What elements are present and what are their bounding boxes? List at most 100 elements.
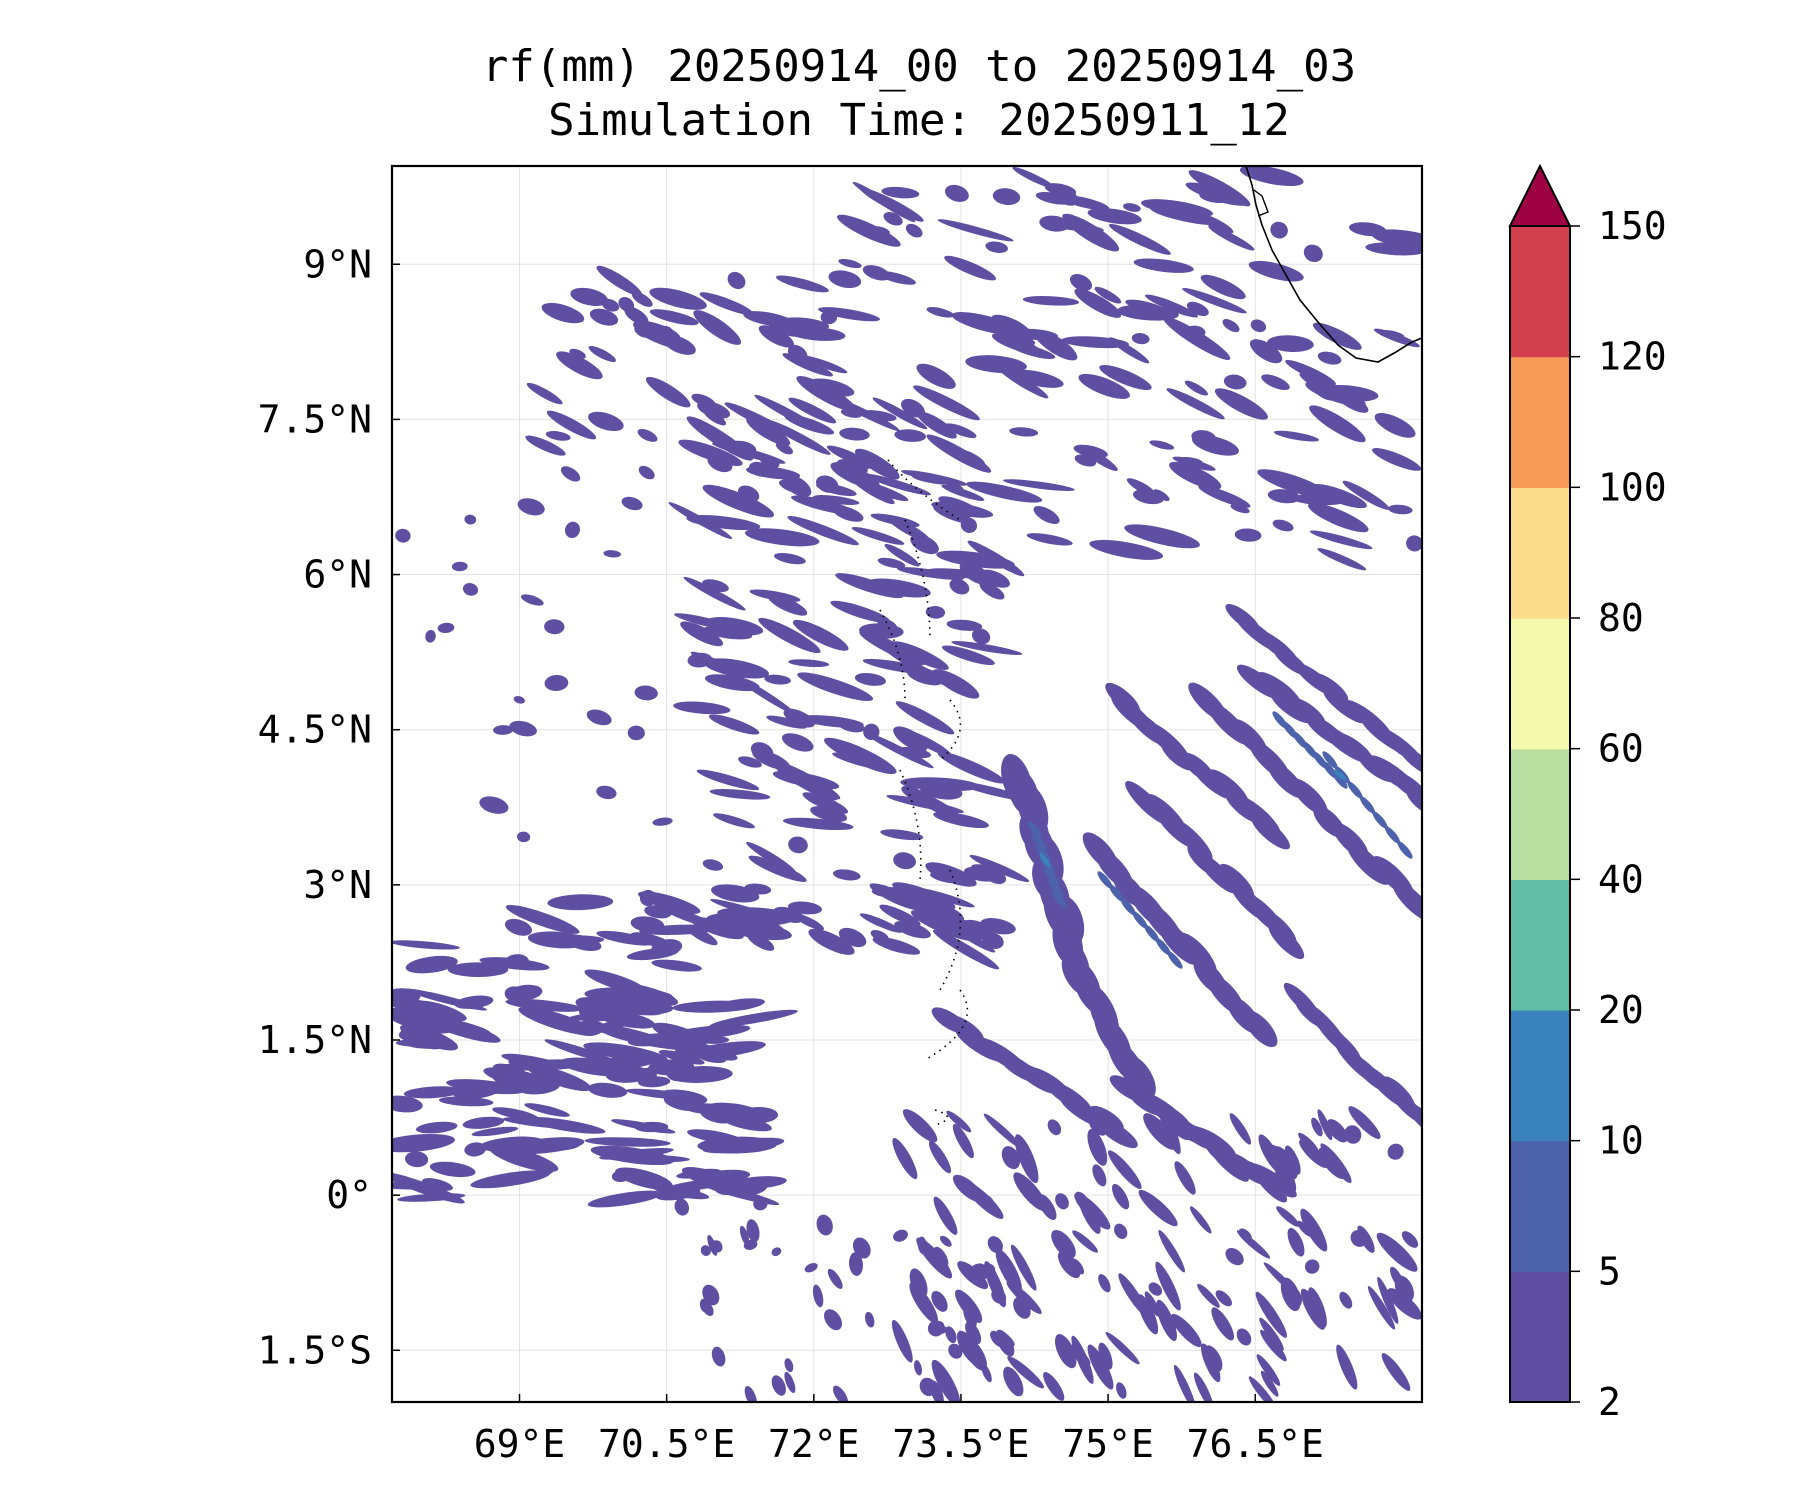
rain-cell <box>624 306 649 325</box>
rain-cell <box>545 431 571 441</box>
rain-cell <box>1189 1206 1212 1234</box>
rain-cell <box>583 1042 668 1063</box>
rain-cell <box>836 718 865 733</box>
rain-cell <box>729 672 796 715</box>
rain-cell <box>1406 788 1422 819</box>
rain-cell <box>527 931 589 949</box>
rain-cell <box>1056 189 1079 206</box>
colorbar-segment <box>1510 748 1570 880</box>
rain-cell <box>392 940 460 950</box>
rain-cell <box>446 1079 526 1095</box>
rain-cell <box>1138 1189 1178 1227</box>
rain-cell <box>1332 771 1348 789</box>
rain-cell <box>1044 867 1060 886</box>
rain-cell <box>1087 1344 1114 1390</box>
rain-cell <box>1311 1117 1323 1137</box>
rain-cell <box>926 307 955 318</box>
rain-cell <box>1394 1275 1414 1303</box>
rain-cell <box>1174 1161 1196 1195</box>
rain-cell <box>711 1240 723 1253</box>
rain-cell <box>1373 328 1420 348</box>
rain-cell <box>901 470 968 486</box>
rain-cell <box>991 333 1041 354</box>
rain-cell <box>1261 374 1290 391</box>
rain-cell <box>1204 1345 1223 1372</box>
rain-cell <box>700 1245 711 1257</box>
rain-cell <box>816 483 857 497</box>
rain-cell <box>995 1248 1022 1293</box>
rain-cell <box>824 737 897 775</box>
rain-cell <box>1234 528 1262 542</box>
colorbar-segment <box>1510 879 1570 1011</box>
rain-cell <box>1223 374 1247 390</box>
rain-cell <box>596 265 643 297</box>
rain-cell <box>505 904 580 934</box>
rain-cell <box>471 1126 519 1137</box>
rain-cell <box>1387 1288 1422 1320</box>
rain-cell <box>1248 260 1304 282</box>
rain-cell <box>754 426 786 437</box>
rain-cell <box>462 583 479 596</box>
rain-cell <box>479 796 509 814</box>
rain-cell <box>965 355 1027 374</box>
rain-cell <box>1092 1164 1107 1187</box>
rain-cell <box>1317 1109 1333 1141</box>
rain-cell <box>910 534 939 555</box>
rain-cell <box>863 723 880 740</box>
rain-cell <box>392 1133 455 1153</box>
rain-cell <box>726 440 757 457</box>
rain-cell <box>544 674 569 692</box>
rain-cell <box>839 427 870 441</box>
rain-cell <box>1314 384 1339 401</box>
rain-cell <box>1230 503 1250 514</box>
rain-cell <box>1039 852 1051 868</box>
rain-cell <box>950 925 996 953</box>
rain-cell <box>697 401 731 419</box>
rain-cell <box>758 617 821 654</box>
rain-cell <box>830 600 891 624</box>
rain-cell <box>802 792 849 814</box>
rain-cell <box>696 918 739 939</box>
rain-cell <box>544 619 565 635</box>
rain-cell <box>492 1107 539 1121</box>
rain-cell <box>1256 1354 1281 1386</box>
rain-cell <box>901 398 925 418</box>
rain-cell <box>917 1236 928 1255</box>
rain-cell <box>948 1343 963 1359</box>
rain-cell <box>1011 369 1064 388</box>
rain-cell <box>1051 1229 1076 1259</box>
rain-cell <box>1388 504 1413 515</box>
rain-cell <box>1031 832 1047 851</box>
rain-cell <box>1033 505 1060 525</box>
rain-cell <box>627 1033 676 1047</box>
rain-cell <box>504 918 533 936</box>
rain-cell <box>1248 1376 1278 1402</box>
rain-cell <box>676 1168 722 1179</box>
rain-cell <box>1048 879 1064 898</box>
rain-cell <box>1001 1146 1021 1170</box>
rain-cell <box>928 1140 952 1174</box>
rain-cell <box>659 1089 708 1105</box>
rain-cell <box>1072 1230 1098 1253</box>
rain-cell <box>900 777 980 792</box>
rain-cell <box>493 725 514 735</box>
rain-cell <box>925 862 977 887</box>
rain-cell <box>783 817 854 831</box>
rain-cell <box>652 817 673 826</box>
rain-cell <box>1249 339 1283 364</box>
rain-cell <box>709 789 771 800</box>
rain-cell <box>945 1326 957 1344</box>
rain-cell <box>652 1185 710 1200</box>
rain-cell <box>951 641 1023 655</box>
rain-cell <box>877 557 906 569</box>
rain-cell <box>1087 208 1142 225</box>
lon-tick-label: 72°E <box>768 1422 860 1466</box>
rain-cell <box>1156 1299 1177 1342</box>
rain-cell <box>826 445 875 469</box>
rain-cell <box>759 454 780 469</box>
colorbar-label: 60 <box>1598 727 1644 771</box>
rain-cell <box>775 275 829 293</box>
rain-cell <box>893 1229 908 1242</box>
rain-cell <box>1287 1227 1305 1257</box>
colorbar-label: 20 <box>1598 988 1644 1032</box>
